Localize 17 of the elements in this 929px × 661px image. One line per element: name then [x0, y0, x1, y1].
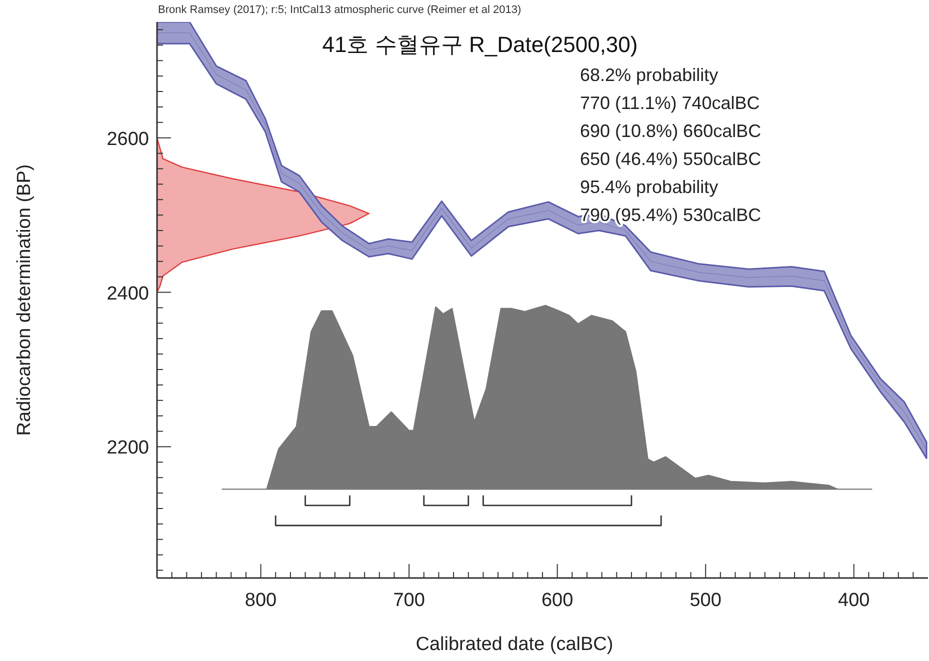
text: 41호 수혈유구 R_Date(2500,30): [322, 32, 638, 57]
annotation: 68.2% probability: [580, 65, 718, 85]
annotation: 770 (11.1%) 740calBC: [580, 93, 760, 113]
x-tick-label: 600: [541, 590, 574, 611]
text: Bronk Ramsey (2017); r:5; IntCal13 atmospheric curve (Reimer et al 2013): [158, 4, 522, 16]
annotation: 650 (46.4%) 550calBC: [580, 149, 762, 169]
x-tick-label: 700: [393, 590, 425, 611]
annotation: 95.4% probability: [580, 177, 718, 197]
y-tick-label: 2600: [106, 128, 149, 150]
y-tick-label: 2200: [106, 438, 149, 459]
y-axis-title: Radiocarbon determination (BP): [14, 164, 35, 436]
x-tick-label: 500: [690, 590, 722, 611]
annotation: 690 (10.8%) 660calBC: [580, 121, 762, 141]
x-axis-title: Calibrated date (calBC): [416, 634, 614, 655]
y-tick-label: 2400: [106, 283, 149, 304]
x-tick-label: 800: [244, 590, 277, 611]
x-tick-label: 400: [838, 590, 870, 611]
